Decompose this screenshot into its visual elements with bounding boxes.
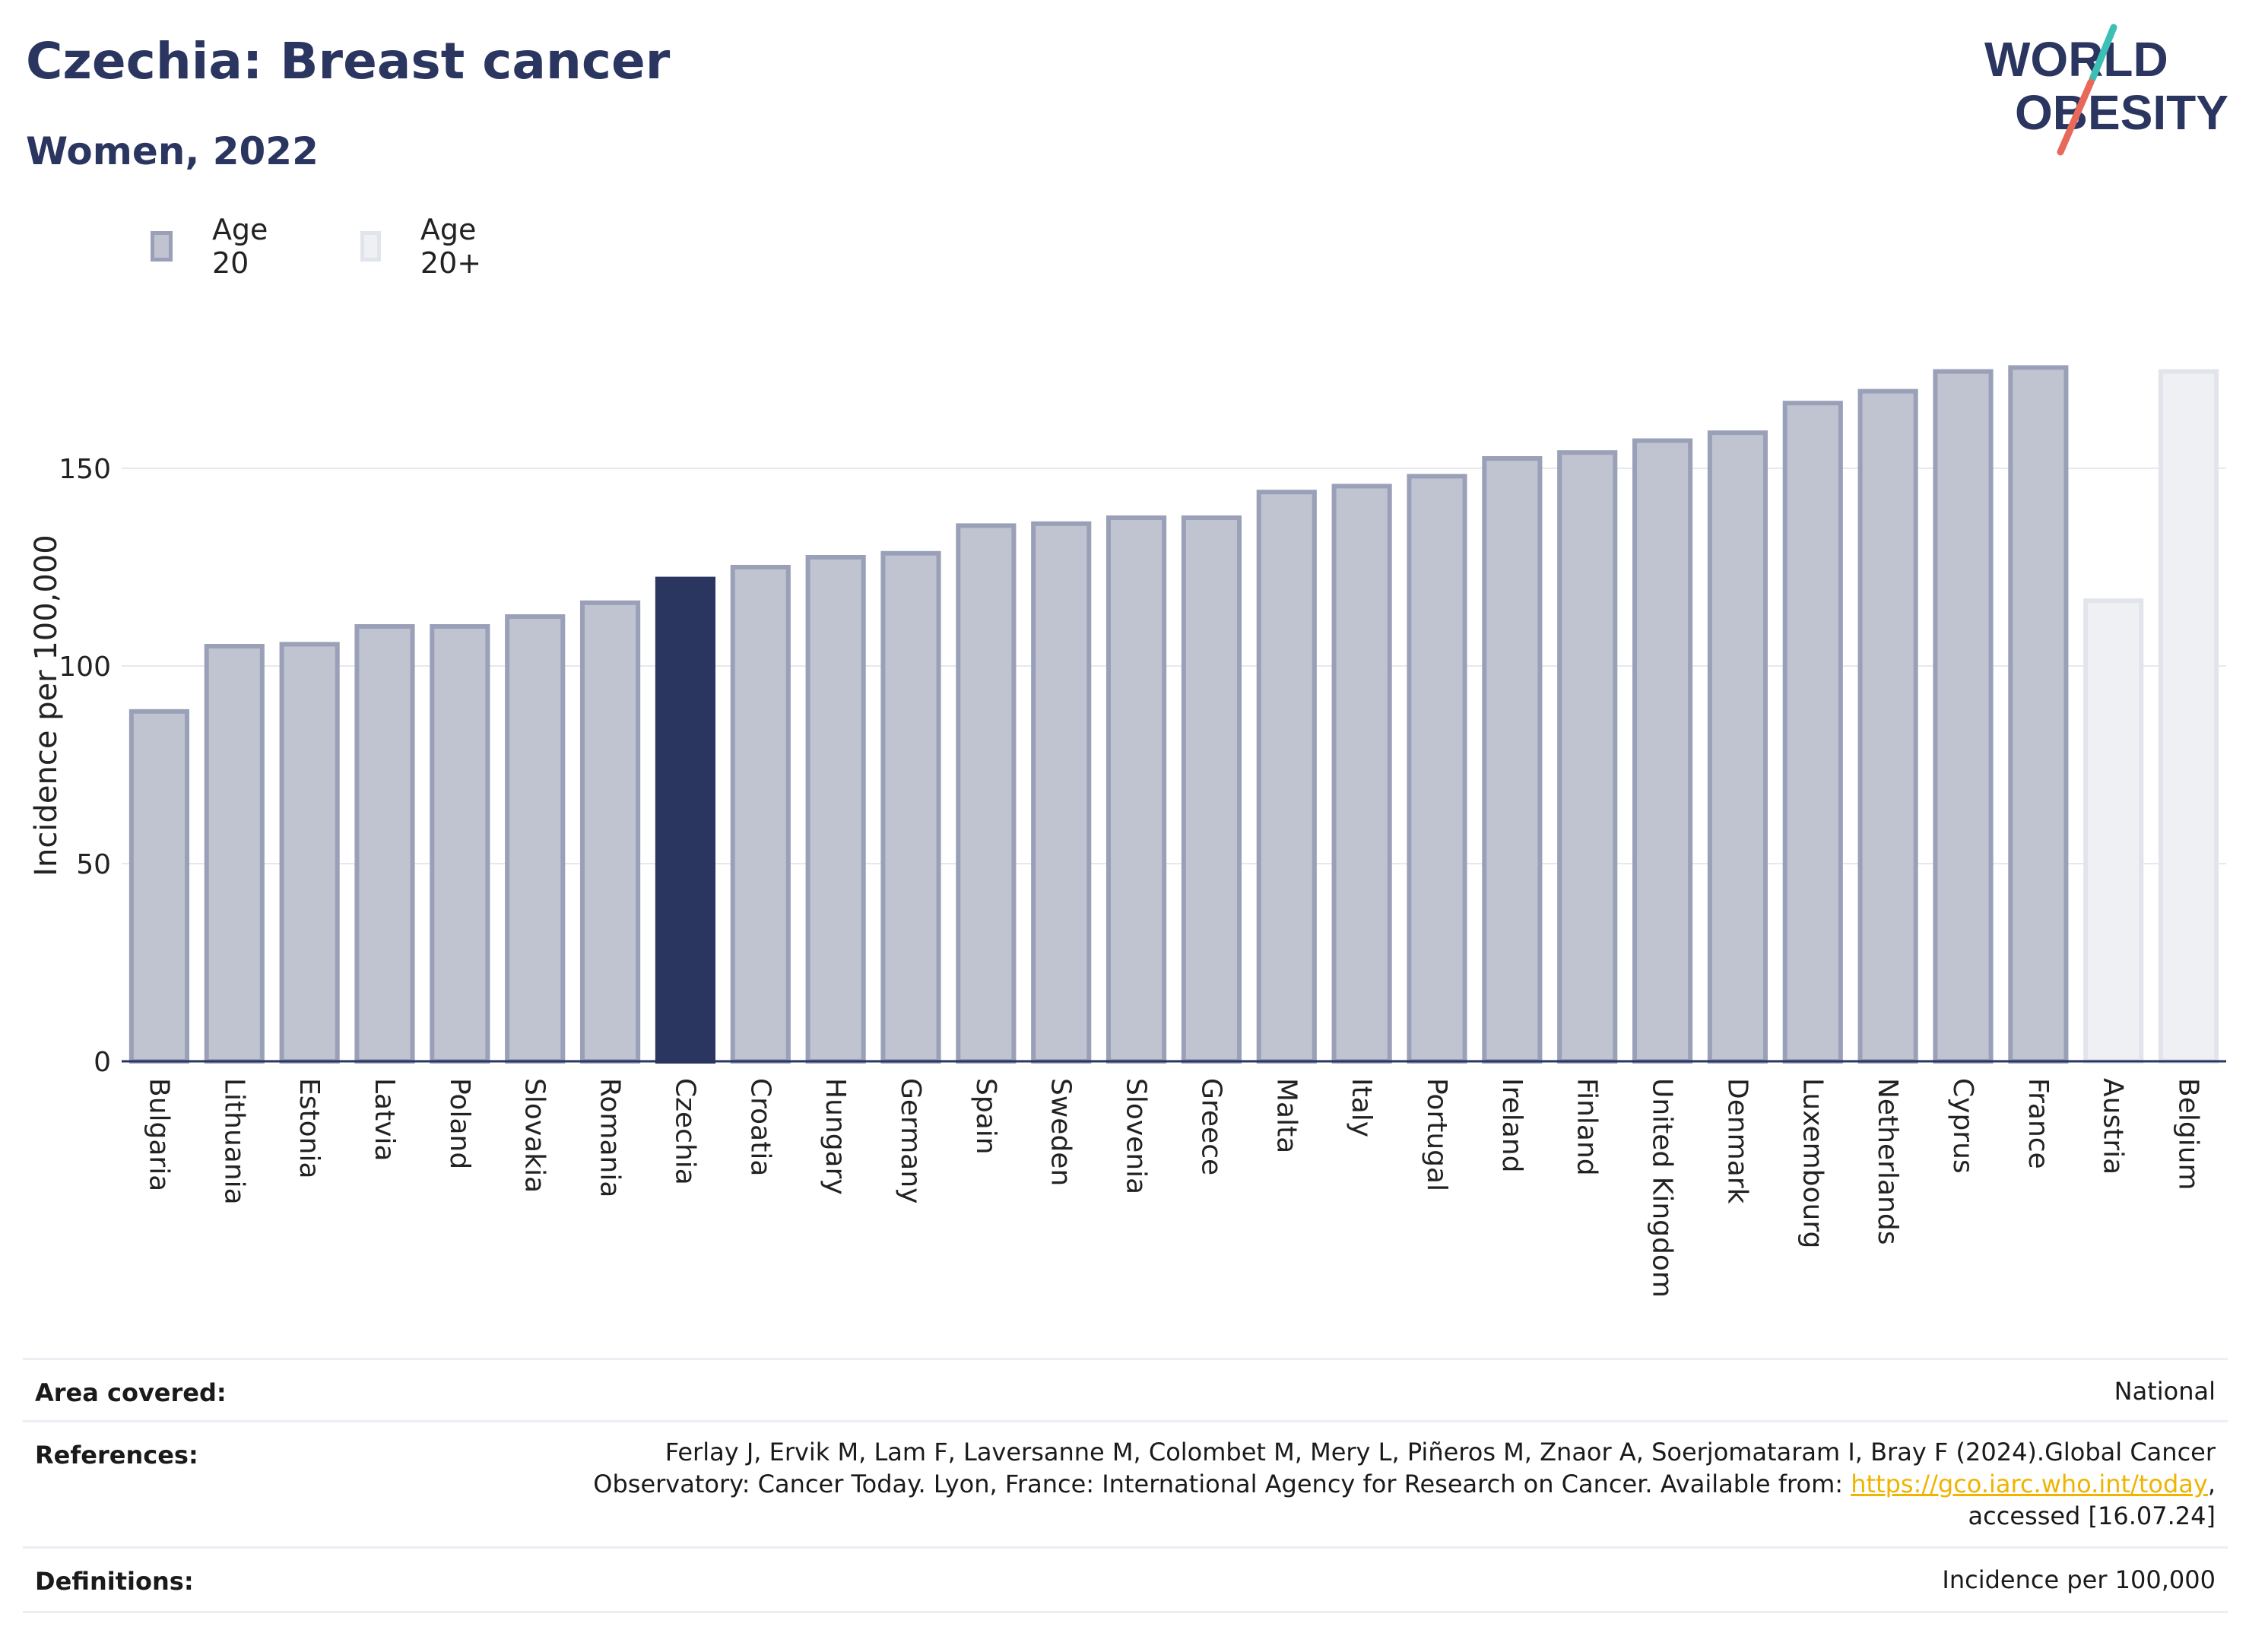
x-tick-label-romania: Romania <box>595 1078 626 1197</box>
bar-hungary <box>805 555 866 1064</box>
y-tick-label-150: 150 <box>59 454 111 485</box>
bar-netherlands <box>1857 388 1918 1064</box>
x-tick-label-portugal: Portugal <box>1421 1078 1452 1191</box>
world-obesity-logo: WORLD OBESITY <box>1984 24 2228 156</box>
area-covered-value: National <box>2114 1377 2216 1406</box>
x-tick-label-germany: Germany <box>895 1078 926 1203</box>
bar-latvia <box>354 624 415 1064</box>
x-tick-label-italy: Italy <box>1346 1078 1377 1137</box>
x-tick-label-greece: Greece <box>1195 1078 1226 1175</box>
x-tick-label-poland: Poland <box>444 1078 475 1169</box>
x-tick-label-austria: Austria <box>2098 1078 2129 1175</box>
chart-title: Czechia: Breast cancer <box>26 32 671 90</box>
x-tick-label-estonia: Estonia <box>293 1078 325 1179</box>
legend-item-age20plus[interactable]: Age 20+ <box>360 213 491 280</box>
bar-finland <box>1557 450 1618 1064</box>
bar-united-kingdom <box>1632 438 1693 1064</box>
bar-czechia <box>655 576 716 1064</box>
bar-bulgaria <box>128 709 190 1064</box>
x-tick-label-latvia: Latvia <box>369 1078 400 1162</box>
bar-poland <box>430 624 490 1064</box>
legend-item-age20[interactable]: Age 20 <box>151 213 277 280</box>
bar-luxembourg <box>1782 401 1843 1064</box>
x-tick-label-slovakia: Slovakia <box>519 1078 550 1193</box>
references-line2-text: Observatory: Cancer Today. Lyon, France:… <box>593 1470 1851 1498</box>
x-tick-label-hungary: Hungary <box>820 1078 851 1195</box>
logo-line2: OBESITY <box>2015 85 2228 140</box>
x-tick-label-denmark: Denmark <box>1721 1078 1753 1204</box>
bar-denmark <box>1707 430 1768 1064</box>
bar-malta <box>1256 490 1317 1064</box>
legend-label-age20plus: Age 20+ <box>420 213 482 280</box>
bar-estonia <box>279 642 340 1064</box>
bar-lithuania <box>204 644 265 1064</box>
footer-row-references: References: Ferlay J, Ervik M, Lam F, La… <box>23 1420 2228 1549</box>
bar-sweden <box>1031 521 1092 1064</box>
area-covered-label: Area covered: <box>35 1378 227 1407</box>
bar-chart: 0 50 100 150 Incidence per 100,000 Bulgaria Li… <box>29 365 2226 1298</box>
references-value: Ferlay J, Ervik M, Lam F, Laversanne M, … <box>593 1436 2216 1532</box>
references-line2-comma: , <box>2207 1470 2216 1498</box>
x-tick-label-croatia: Croatia <box>744 1078 776 1176</box>
bar-croatia <box>730 565 791 1064</box>
definitions-value: Incidence per 100,000 <box>1942 1565 2216 1594</box>
references-line2: Observatory: Cancer Today. Lyon, France:… <box>593 1468 2216 1500</box>
bar-romania <box>579 600 641 1064</box>
x-tick-label-luxembourg: Luxembourg <box>1797 1078 1828 1248</box>
y-axis-label: Incidence per 100,000 <box>29 534 64 877</box>
bar-ireland <box>1482 456 1543 1064</box>
bar-germany <box>880 550 941 1064</box>
y-tick-label-50: 50 <box>76 849 111 880</box>
logo-slash-red <box>2057 78 2095 156</box>
y-tick-label-100: 100 <box>59 652 111 683</box>
x-tick-label-united-kingdom: United Kingdom <box>1647 1078 1678 1298</box>
x-tick-label-czechia: Czechia <box>669 1078 700 1185</box>
x-tick-label-belgium: Belgium <box>2173 1078 2204 1191</box>
x-tick-label-lithuania: Lithuania <box>218 1078 249 1205</box>
legend-label-age20: Age 20 <box>211 213 268 280</box>
x-tick-label-france: France <box>2022 1078 2054 1169</box>
bar-portugal <box>1407 474 1467 1064</box>
x-tick-label-sweden: Sweden <box>1045 1078 1077 1186</box>
bar-cyprus <box>1933 369 1994 1064</box>
bar-slovenia <box>1105 515 1167 1064</box>
logo-slash-teal <box>2089 24 2117 83</box>
footer-row-definitions: Definitions: Incidence per 100,000 <box>23 1546 2228 1613</box>
x-tick-label-ireland: Ireland <box>1496 1078 1527 1173</box>
bar-belgium <box>2158 369 2219 1064</box>
bar-france <box>2008 365 2069 1064</box>
chart-subtitle: Women, 2022 <box>26 129 319 173</box>
definitions-label: Definitions: <box>35 1567 194 1596</box>
references-line1: Ferlay J, Ervik M, Lam F, Laversanne M, … <box>665 1438 2216 1467</box>
references-link[interactable]: https://gco.iarc.who.int/today <box>1851 1470 2208 1498</box>
bar-spain <box>956 523 1017 1064</box>
x-tick-label-slovenia: Slovenia <box>1121 1078 1152 1194</box>
x-tick-label-bulgaria: Bulgaria <box>143 1078 174 1191</box>
legend-swatch-age20 <box>151 231 173 262</box>
bar-greece <box>1181 515 1242 1064</box>
x-tick-label-malta: Malta <box>1270 1078 1302 1153</box>
bar-austria <box>2083 598 2144 1064</box>
references-label: References: <box>35 1441 198 1470</box>
x-tick-label-netherlands: Netherlands <box>1872 1078 1903 1245</box>
bar-slovakia <box>505 614 566 1064</box>
x-tick-label-finland: Finland <box>1572 1078 1603 1176</box>
legend-swatch-age20plus <box>360 231 381 262</box>
y-tick-label-0: 0 <box>94 1047 111 1078</box>
x-tick-label-cyprus: Cyprus <box>1947 1078 1978 1174</box>
bar-italy <box>1331 484 1392 1064</box>
logo-line1: WORLD <box>1984 32 2168 87</box>
x-tick-label-spain: Spain <box>970 1078 1001 1155</box>
footer-row-area: Area covered: National <box>23 1358 2228 1422</box>
references-line3: accessed [16.07.24] <box>1968 1501 2216 1530</box>
